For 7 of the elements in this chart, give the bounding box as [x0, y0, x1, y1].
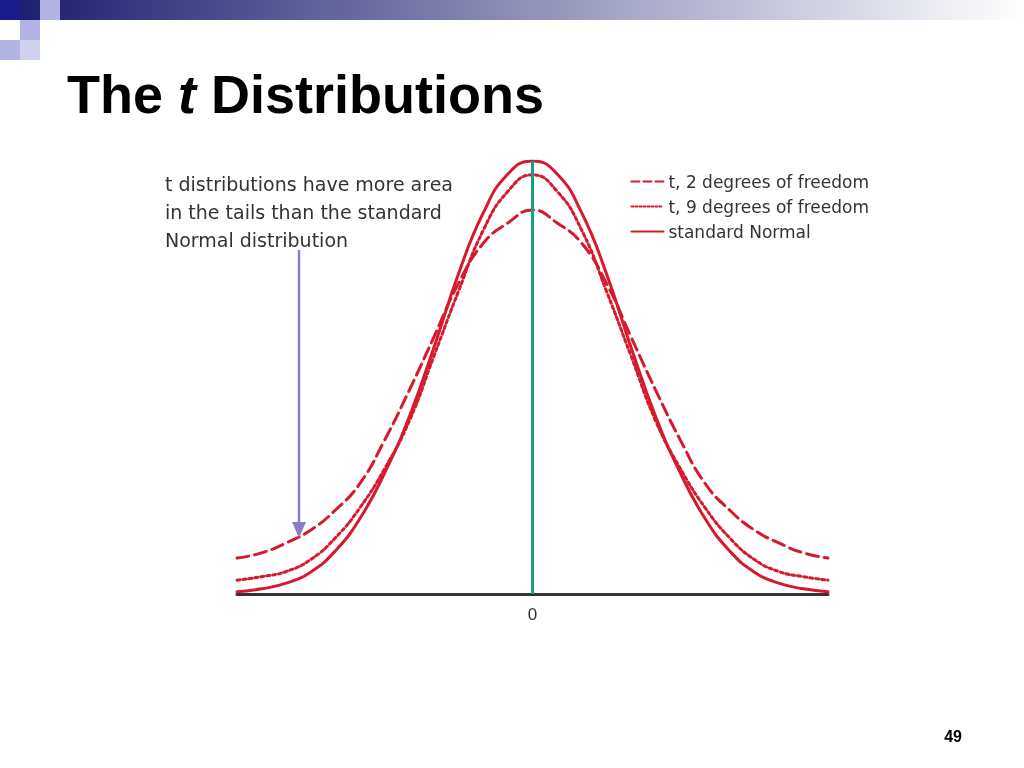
- chart-title: The t Distributions: [67, 64, 544, 124]
- annotation: t distributions have more area in the tails than the standard Normal distribution: [165, 173, 460, 251]
- text: 0: [527, 605, 538, 624]
- legend-label: t, 2 degrees of freedom: [668, 171, 870, 192]
- legend-label: t, 9 degrees of freedom: [668, 196, 870, 217]
- legend-label: standard Normal: [668, 221, 811, 242]
- text: 49: [944, 727, 963, 745]
